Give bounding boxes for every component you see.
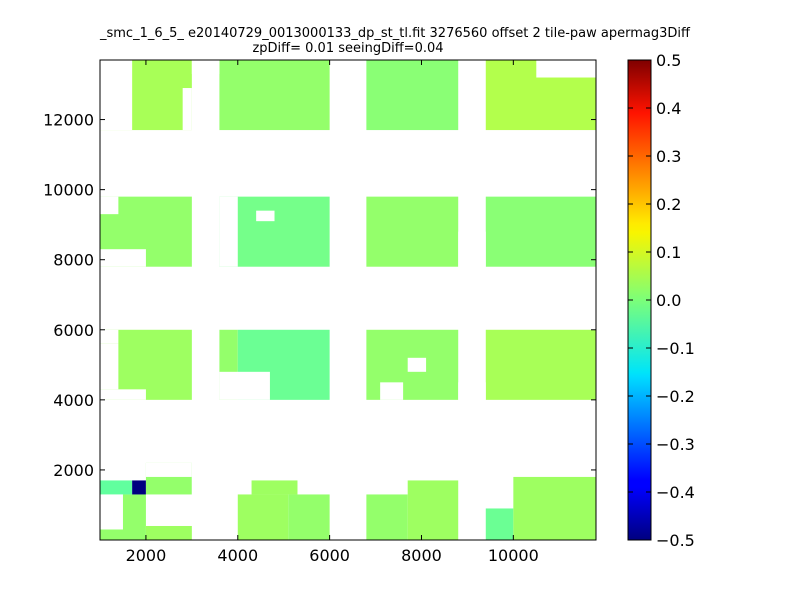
heatmap-empty-cell-2 bbox=[100, 249, 146, 267]
plot-frame bbox=[99, 59, 597, 541]
x-axis: 2000 4000 6000 8000 10000 bbox=[126, 60, 539, 565]
heatmap-cell-7 bbox=[251, 480, 298, 495]
heatmap-empty-cell-6 bbox=[100, 329, 119, 344]
heatmap-empty-cell-5 bbox=[100, 343, 119, 390]
colorbar-tick-label-9: −0.4 bbox=[656, 483, 695, 502]
heatmap-cell-20 bbox=[485, 196, 596, 267]
heatmap-empty-cell-3 bbox=[256, 210, 275, 222]
heatmap-cell-16 bbox=[485, 329, 596, 400]
heatmap-cell-11 bbox=[513, 476, 596, 540]
colorbar-tick-label-10: −0.5 bbox=[656, 531, 695, 550]
heatmap-cell-2 bbox=[100, 480, 133, 495]
colorbar-tick-label-7: −0.2 bbox=[656, 387, 695, 406]
heatmap-empty-cell-15 bbox=[191, 60, 220, 75]
heatmap-empty-cell-8 bbox=[219, 371, 270, 400]
x-tick-label-4: 10000 bbox=[488, 546, 539, 565]
heatmap-empty-cell-4 bbox=[219, 196, 238, 267]
y-tick-label-3: 8000 bbox=[53, 251, 94, 270]
y-tick-label-5: 12000 bbox=[43, 111, 94, 130]
colorbar-tick-label-5: 0.0 bbox=[656, 291, 681, 310]
heatmap-empty-cell-14 bbox=[182, 88, 192, 131]
colorbar: 0.5 0.4 0.3 0.2 0.1 0.0 −0.1 −0.2 −0.3 −0.4 −0.5 bbox=[627, 51, 695, 550]
x-tick-label-1: 4000 bbox=[217, 546, 258, 565]
heatmap-empty-cell-9 bbox=[380, 382, 404, 400]
x-tick-label-2: 6000 bbox=[309, 546, 350, 565]
y-tick-label-1: 4000 bbox=[53, 391, 94, 410]
heatmap-empty-cell-7 bbox=[100, 389, 146, 400]
y-tick-label-2: 6000 bbox=[53, 321, 94, 340]
heatmap-empty-cell-16 bbox=[100, 494, 123, 530]
heatmap-cell-8 bbox=[366, 494, 408, 540]
heatmap-empty-regions bbox=[100, 60, 596, 530]
heatmap-empty-cell-0 bbox=[100, 60, 133, 131]
y-tick-label-4: 10000 bbox=[43, 181, 94, 200]
colorbar-tick-label-4: 0.1 bbox=[656, 243, 681, 262]
heatmap-cell-1 bbox=[145, 525, 192, 540]
chart-title-line-2: zpDiff= 0.01 seeingDiff=0.04 bbox=[252, 41, 444, 56]
heatmap-empty-cell-1 bbox=[100, 196, 119, 215]
heatmap-empty-cell-11 bbox=[458, 382, 486, 400]
heatmap-cell-9 bbox=[407, 480, 459, 540]
heatmap-empty-cell-18 bbox=[145, 462, 192, 477]
heatmap-cell-5 bbox=[237, 494, 289, 540]
heatmap-cell-10 bbox=[485, 508, 514, 540]
heatmap-cell-23 bbox=[366, 60, 459, 131]
colorbar-ticks: 0.5 0.4 0.3 0.2 0.1 0.0 −0.1 −0.2 −0.3 −0.4 −0.5 bbox=[628, 51, 695, 550]
chart-title-line-1: _smc_1_6_5_ e20140729_0013000133_dp_st_t… bbox=[100, 26, 690, 41]
colorbar-tick-label-2: 0.3 bbox=[656, 147, 681, 166]
heatmap-cell-19 bbox=[366, 196, 459, 267]
heatmap-empty-cell-10 bbox=[407, 357, 427, 372]
x-tick-label-0: 2000 bbox=[126, 546, 167, 565]
heatmap-empty-cell-13 bbox=[536, 60, 596, 78]
colorbar-tick-label-3: 0.2 bbox=[656, 195, 681, 214]
heatmap-cell-22 bbox=[219, 60, 330, 131]
colorbar-tick-label-6: −0.1 bbox=[656, 339, 695, 358]
heatmap-cell-6 bbox=[288, 494, 330, 540]
heatmap-empty-cell-17 bbox=[191, 476, 220, 495]
heatmap-cell-3 bbox=[132, 480, 146, 495]
colorbar-tick-label-0: 0.5 bbox=[656, 51, 681, 70]
colorbar-tick-label-8: −0.3 bbox=[656, 435, 695, 454]
x-tick-label-3: 8000 bbox=[401, 546, 442, 565]
heatmap-empty-cell-12 bbox=[458, 231, 486, 267]
y-axis: 2000 4000 6000 8000 10000 12000 bbox=[43, 111, 596, 480]
colorbar-tick-label-1: 0.4 bbox=[656, 99, 681, 118]
y-tick-label-0: 2000 bbox=[53, 461, 94, 480]
